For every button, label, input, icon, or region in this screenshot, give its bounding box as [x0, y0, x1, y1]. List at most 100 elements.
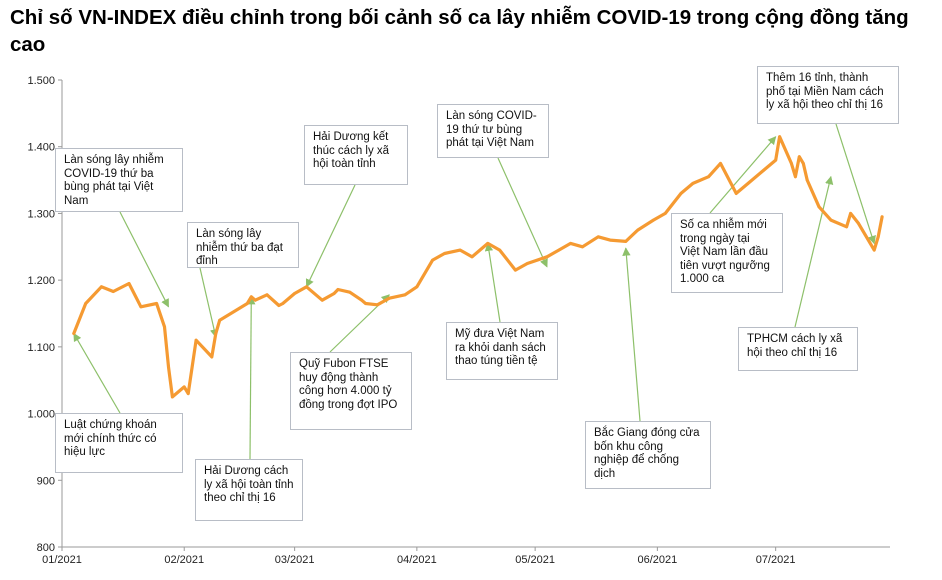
- annotation-box: Hải Dương cách ly xã hội toàn tỉnh theo ch…: [195, 459, 303, 521]
- data-point: [332, 292, 336, 295]
- data-point: [817, 205, 821, 209]
- data-point: [762, 168, 766, 172]
- data-point: [277, 304, 281, 307]
- data-point: [293, 292, 296, 295]
- annotation-box: Thêm 16 tỉnh, thành phố tại Miền Nam cách…: [757, 66, 899, 124]
- annotation-text-line: ly xã hội theo chỉ thị 16: [766, 99, 883, 111]
- data-point: [245, 302, 249, 305]
- annotation-text-line: hiệu lực: [64, 446, 105, 458]
- data-point: [861, 228, 864, 232]
- annotation-text-line: ly xã hội toàn tỉnh: [204, 478, 294, 491]
- data-point: [100, 285, 103, 289]
- annotation-text-line: Việt Nam lần đầu: [680, 246, 769, 258]
- annotation-text-line: 19 thứ tư bùng: [446, 123, 523, 136]
- data-point: [525, 262, 529, 265]
- data-point: [774, 158, 778, 162]
- x-tick-label: 03/2021: [275, 554, 315, 566]
- y-tick-label: 1.400: [27, 142, 55, 154]
- data-point: [470, 255, 474, 259]
- data-point: [443, 252, 446, 255]
- x-tick-label: 02/2021: [164, 554, 204, 566]
- annotation-text-line: nhiễm thứ ba đạt: [196, 241, 283, 254]
- annotation-box: Làn sóng COVID- 19 thứ tư bùng phát tại Vi…: [437, 104, 549, 158]
- data-point: [569, 242, 572, 245]
- annotation-box: Làn sóng lây nhiễm thứ ba đạt đỉnh: [187, 222, 299, 268]
- annotation-arrow: [622, 247, 641, 422]
- data-point: [265, 293, 269, 297]
- data-point: [210, 355, 214, 359]
- annotation-box: TPHCM cách ly xã hội theo chỉ thị 16: [738, 327, 858, 371]
- annotation-text-line: công hơn 4.000 tỷ: [299, 385, 392, 397]
- annotation-text-line: Hải Dương kết: [313, 131, 389, 143]
- data-point: [336, 288, 340, 291]
- annotation-box: Luật chứng khoán mới chính thức có hiệu lự…: [55, 413, 183, 473]
- data-point: [608, 238, 612, 242]
- data-point: [214, 332, 218, 335]
- data-point: [186, 392, 190, 395]
- annotation-text-line: trong ngày tại: [680, 232, 750, 245]
- annotation-text-line: mới chính thức có: [64, 432, 157, 445]
- y-tick-label: 1.200: [27, 275, 55, 287]
- y-tick-label: 1.500: [27, 75, 55, 87]
- data-point: [305, 285, 308, 289]
- x-tick-label: 05/2021: [515, 554, 555, 566]
- series-line-group: [72, 135, 884, 399]
- annotation-box: Quỹ Fubon FTSE huy động thành công hơn 4.0…: [290, 352, 412, 430]
- data-point: [403, 293, 407, 297]
- annotation-text-line: Hải Dương cách: [204, 465, 289, 477]
- data-point: [253, 298, 257, 302]
- x-tick-label: 06/2021: [637, 554, 677, 566]
- data-point: [127, 282, 131, 285]
- data-point: [139, 305, 143, 309]
- annotation-arrow: [119, 211, 170, 308]
- y-tick-label: 900: [37, 475, 55, 487]
- annotation-text-line: Bắc Giang đóng cửa: [594, 427, 700, 439]
- annotation-text-line: hội toàn tỉnh: [313, 158, 376, 170]
- annotation-box: Hải Dương kết thúc cách ly xã hội toàn tỉn…: [304, 125, 408, 185]
- annotation-arrow: [497, 157, 548, 268]
- annotation-text-line: 1.000 ca: [680, 273, 725, 285]
- data-point: [194, 338, 198, 342]
- data-point: [498, 248, 502, 252]
- annotation-text-line: Mỹ đưa Việt Nam: [455, 328, 545, 340]
- y-tick-label: 800: [37, 542, 55, 554]
- chart-title: Chỉ số VN-INDEX điều chỉnh trong bối cản…: [10, 6, 909, 56]
- data-point: [431, 258, 434, 262]
- data-point: [636, 228, 640, 232]
- annotation-box: Bắc Giang đóng cửa bốn khu công nghiệp để …: [585, 421, 711, 489]
- annotation-arrow: [199, 267, 219, 338]
- annotation-text-line: Nam: [64, 194, 89, 207]
- annotation-text-line: Luật chứng khoán: [64, 419, 157, 431]
- annotation-text-line: Số ca nhiễm mới: [680, 219, 767, 231]
- data-point: [545, 255, 549, 259]
- data-point: [663, 212, 667, 215]
- data-point: [624, 240, 628, 243]
- data-point: [691, 182, 695, 185]
- annotation-text-line: Làn sóng lây nhiễm: [64, 154, 164, 166]
- annotation-text-line: tiên vượt ngưỡng: [680, 259, 770, 272]
- data-point: [845, 225, 848, 229]
- annotation-arrow: [305, 184, 356, 288]
- annotation-text-line: Thêm 16 tỉnh, thành: [766, 72, 869, 84]
- annotation-text-line: Làn sóng COVID-: [446, 110, 537, 122]
- data-point: [872, 248, 876, 252]
- data-point: [829, 218, 833, 222]
- annotation-text-line: theo chỉ thị 16: [204, 492, 276, 504]
- data-point: [734, 192, 738, 195]
- y-tick-label: 1.300: [27, 208, 55, 220]
- annotation-arrow: [247, 295, 256, 460]
- annotation-text-line: TPHCM cách ly xã: [747, 333, 843, 345]
- annotation-text-line: nghiệp để chống: [594, 454, 680, 466]
- data-point: [746, 182, 750, 185]
- data-point: [880, 215, 884, 219]
- annotation-box: Làn sóng lây nhiễm COVID-19 thứ ba bùng ph…: [55, 148, 183, 212]
- annotation-text-line: thao túng tiền tệ: [455, 355, 538, 367]
- data-point: [376, 303, 379, 307]
- data-point: [596, 235, 600, 239]
- data-point: [167, 365, 170, 369]
- data-point: [320, 298, 324, 302]
- data-point: [415, 285, 419, 289]
- annotation-text-line: bùng phát tại Việt: [64, 181, 154, 193]
- y-tick-label: 1.100: [27, 342, 55, 354]
